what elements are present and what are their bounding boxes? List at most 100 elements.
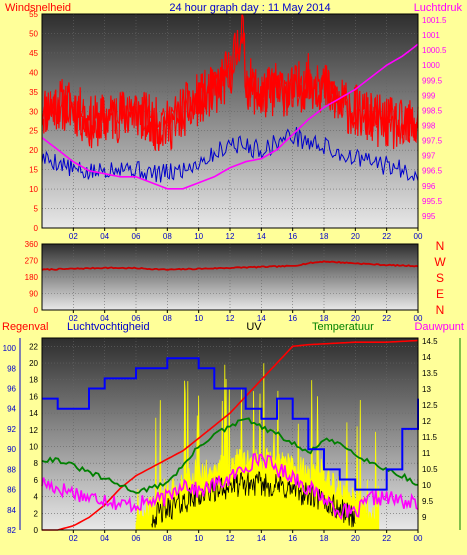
uv-tick-label: 8 [34,459,39,468]
temperature-tick-label: 9.5 [422,497,434,506]
temperature-tick-label: 14 [422,353,431,362]
uv-tick-label: 10 [29,443,38,452]
y-left-tick-label: 45 [29,49,38,58]
x-tick-label: 16 [288,232,297,241]
y-left-tick-label: 35 [29,88,38,97]
temperature-tick-label: 10 [422,481,431,490]
humidity-label: Luchtvochtigheid [67,321,150,333]
plot-border [41,13,419,229]
y-right-tick-label: 1000.5 [422,46,447,55]
uv-tick-label: 12 [29,426,38,435]
uv-tick-label: 6 [34,476,39,485]
wind-speed-label: Windsnelheid [5,2,71,14]
y-right-tick-label: 1001 [422,31,440,40]
y-right-tick-label: 999.5 [422,76,443,85]
x-tick-label: 02 [69,232,78,241]
humidity-tick-label: 98 [7,364,16,373]
x-tick-label: 12 [226,232,235,241]
temperature-tick-label: 9 [422,513,427,522]
y-right-tick-label: 997 [422,152,436,161]
humidity-tick-label: 82 [7,526,16,535]
temperature-tick-label: 11 [422,449,431,458]
humidity-tick-label: 90 [7,445,16,454]
x-tick-label: 04 [100,314,109,323]
temperature-tick-label: 13 [422,385,431,394]
humidity-tick-label: 86 [7,486,16,495]
temperature-tick-label: 13.5 [422,369,438,378]
y-right-tick-label: 997.5 [422,137,443,146]
humidity-tick-label: 84 [7,506,16,515]
x-tick-label: 02 [69,314,78,323]
plot-border [41,243,419,311]
x-tick-label: 14 [257,314,266,323]
series-wind-direction [41,260,419,271]
y-right-tick-label: 998 [422,122,436,131]
series-wind-gust-overlay [41,32,419,145]
humidity-tick-label: 88 [7,465,16,474]
direction-tick-label: 90 [29,290,38,299]
x-tick-label: 08 [163,534,172,543]
x-tick-label: 18 [320,232,329,241]
series-solar [151,471,356,528]
compass-label: N [436,303,445,317]
y-left-tick-label: 20 [29,146,38,155]
temperature-tick-label: 14.5 [422,337,438,346]
x-tick-label: 04 [100,534,109,543]
chart-title: 24 hour graph day : 11 May 2014 [169,2,330,14]
uv-tick-label: 18 [29,376,38,385]
uv-tick-label: 22 [29,342,38,351]
uv-tick-label: 0 [34,526,39,535]
uv-tick-label: 14 [29,409,38,418]
x-tick-label: 22 [382,232,391,241]
series-humidity [42,357,419,491]
x-tick-label: 14 [257,534,266,543]
y-right-tick-label: 999 [422,91,436,100]
y-right-tick-label: 998.5 [422,106,443,115]
humidity-tick-label: 94 [7,405,16,414]
y-left-tick-label: 40 [29,68,38,77]
series-pressure [41,43,419,190]
direction-tick-label: 270 [25,257,39,266]
y-left-tick-label: 30 [29,107,38,116]
plot-border [41,337,419,531]
uv-tick-label: 16 [29,392,38,401]
uv-tick-label: 4 [34,493,39,502]
x-tick-label: 20 [351,314,360,323]
series-temperature [41,417,419,494]
y-left-tick-label: 50 [29,29,38,38]
humidity-tick-label: 96 [7,385,16,394]
x-tick-label: 18 [320,534,329,543]
x-tick-label: 00 [414,314,423,323]
rain-label: Regenval [2,321,48,333]
x-tick-label: 06 [132,534,141,543]
series-wind-average [41,127,419,183]
series-dewpoint [41,452,419,521]
y-left-tick-label: 10 [29,185,38,194]
x-tick-label: 20 [351,232,360,241]
x-tick-label: 10 [194,314,203,323]
series-rain [42,339,419,531]
x-tick-label: 02 [69,534,78,543]
x-tick-label: 20 [351,534,360,543]
temperature-tick-label: 10.5 [422,465,438,474]
x-tick-label: 18 [320,314,329,323]
y-right-tick-label: 1001.5 [422,16,447,25]
x-tick-label: 12 [226,314,235,323]
x-tick-label: 08 [163,314,172,323]
x-tick-label: 06 [132,232,141,241]
y-left-tick-label: 5 [34,205,39,214]
x-tick-label: 22 [382,534,391,543]
y-left-tick-label: 0 [34,224,39,233]
x-tick-label: 16 [288,534,297,543]
humidity-tick-label: 100 [3,344,17,353]
temperature-tick-label: 11.5 [422,433,438,442]
compass-label: E [436,287,444,301]
y-right-tick-label: 995 [422,212,436,221]
x-tick-label: 14 [257,232,266,241]
pressure-label: Luchtdruk [414,2,463,14]
y-left-tick-label: 55 [29,10,38,19]
x-tick-label: 10 [194,232,203,241]
compass-label: N [436,239,445,253]
uv-tick-label: 2 [34,509,39,518]
